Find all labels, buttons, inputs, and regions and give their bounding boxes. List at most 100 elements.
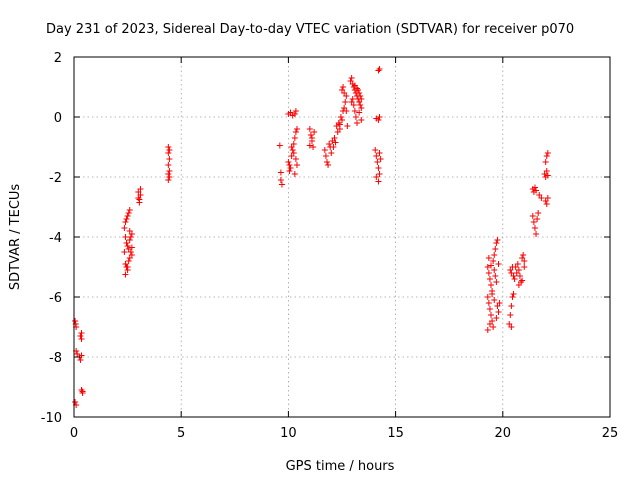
data-point-marker	[544, 195, 551, 201]
y-axis-ticks: -10 -8 -6 -4 -2 0 2	[41, 51, 610, 426]
data-point-marker	[488, 262, 495, 269]
data-point-marker	[495, 309, 502, 315]
data-point-marker	[521, 258, 528, 264]
data-point-marker	[277, 169, 284, 176]
data-point-marker	[137, 192, 144, 198]
data-point-marker	[538, 195, 545, 201]
data-point-marker	[165, 171, 172, 177]
data-point-marker	[331, 135, 338, 141]
data-point-marker	[137, 186, 144, 192]
data-point-marker	[531, 184, 538, 191]
data-point-marker	[354, 85, 361, 92]
data-point-marker	[121, 225, 128, 231]
data-point-marker	[124, 213, 131, 219]
data-point-marker	[323, 159, 330, 165]
data-point-marker	[291, 171, 298, 177]
data-point-marker	[496, 300, 503, 306]
data-point-marker	[508, 303, 515, 309]
data-point-marker	[375, 117, 382, 123]
data-point-marker	[292, 108, 299, 114]
data-point-marker	[544, 172, 551, 179]
data-point-marker	[507, 312, 514, 318]
data-point-marker	[344, 123, 351, 129]
x-axis-label: GPS time / hours	[286, 459, 395, 474]
data-point-marker	[348, 75, 355, 81]
data-point-marker	[543, 201, 550, 207]
x-tick-label: 0	[70, 426, 78, 441]
data-point-marker	[78, 330, 85, 336]
data-point-marker	[277, 177, 284, 183]
data-point-marker	[342, 99, 349, 105]
data-point-marker	[128, 244, 135, 251]
data-point-marker	[377, 156, 384, 162]
data-point-marker	[322, 153, 329, 159]
data-point-marker	[126, 228, 133, 234]
data-point-marker	[78, 387, 85, 393]
data-point-marker	[308, 135, 315, 141]
data-point-marker	[376, 66, 383, 72]
data-point-marker	[493, 240, 500, 246]
data-point-marker	[287, 165, 294, 171]
data-point-marker	[166, 156, 173, 162]
data-point-marker	[78, 336, 85, 342]
data-point-marker	[339, 117, 345, 123]
data-point-marker	[341, 90, 348, 96]
data-point-marker	[534, 216, 541, 222]
data-point-marker	[520, 252, 527, 258]
data-point-marker	[310, 144, 317, 150]
data-point-marker	[165, 162, 172, 168]
data-point-marker	[373, 174, 380, 180]
data-point-marker	[72, 399, 79, 405]
data-point-marker	[325, 162, 332, 168]
data-point-marker	[358, 117, 365, 123]
data-point-marker	[79, 390, 86, 396]
data-point-marker	[529, 213, 536, 219]
data-point-marker	[293, 126, 300, 132]
data-point-marker	[493, 279, 500, 285]
y-axis-label: SDTVAR / TECUs	[8, 184, 23, 291]
data-point-marker	[286, 162, 293, 168]
data-point-marker	[486, 276, 493, 282]
data-point-marker	[356, 109, 363, 116]
data-point-marker	[357, 102, 364, 108]
data-point-marker	[543, 168, 550, 174]
data-point-marker	[492, 246, 499, 252]
data-point-marker	[326, 141, 333, 147]
data-point-marker	[515, 267, 522, 273]
data-point-marker	[358, 105, 365, 111]
data-point-marker	[128, 252, 135, 258]
data-point-marker	[349, 96, 356, 102]
data-point-marker	[489, 291, 496, 297]
x-tick-label: 25	[602, 426, 619, 441]
data-point-marker	[125, 258, 132, 264]
data-point-marker	[276, 142, 283, 149]
x-axis-ticks: 0 5 10 15 20 25	[70, 57, 618, 441]
data-point-marker	[376, 171, 383, 177]
data-point-marker	[311, 129, 318, 135]
x-tick-label: 10	[280, 426, 297, 441]
data-point-marker	[484, 294, 491, 300]
data-point-marker	[491, 252, 498, 258]
data-point-marker	[328, 150, 335, 156]
data-point-marker	[544, 150, 551, 156]
data-point-marker	[352, 114, 359, 120]
data-point-marker	[358, 96, 365, 102]
data-point-marker	[488, 282, 495, 288]
data-point-marker	[492, 273, 499, 279]
data-point-marker	[485, 270, 492, 276]
data-point-marker	[350, 84, 357, 90]
data-point-marker	[165, 144, 172, 150]
data-point-marker	[166, 168, 173, 174]
data-point-marker	[531, 225, 538, 231]
data-point-marker	[484, 327, 491, 333]
data-point-marker	[490, 324, 497, 330]
x-tick-label: 20	[495, 426, 512, 441]
data-point-marker	[356, 90, 363, 96]
data-point-marker	[306, 142, 313, 149]
data-point-marker	[376, 150, 383, 156]
data-point-marker	[330, 144, 337, 150]
data-point-marker	[122, 219, 129, 225]
data-point-marker	[72, 318, 79, 324]
data-point-marker	[519, 277, 526, 284]
